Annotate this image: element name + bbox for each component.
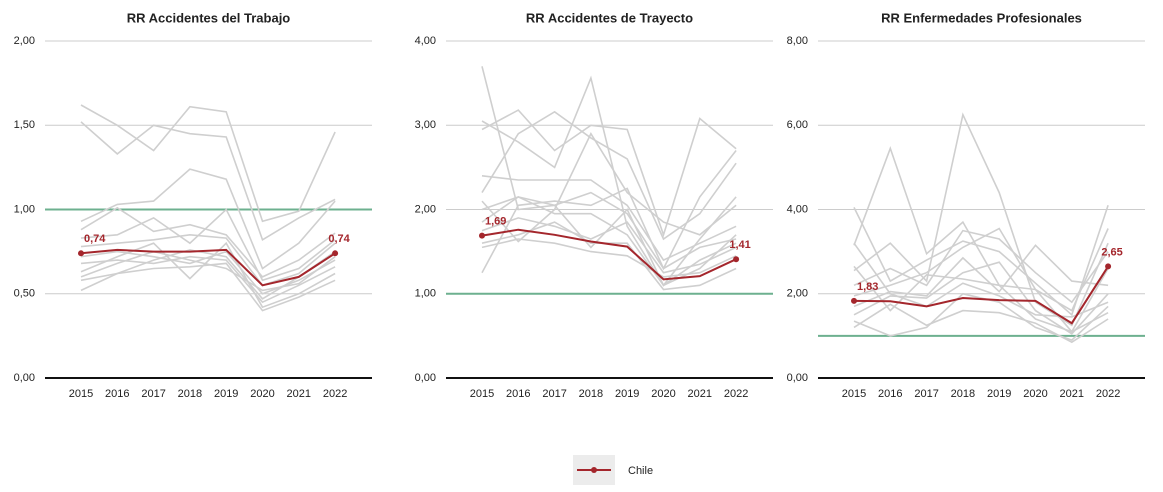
- x-tick-label: 2019: [615, 388, 639, 400]
- series-line: [853, 229, 1109, 304]
- y-tick-label: 4,00: [415, 35, 436, 47]
- series-line: [481, 217, 737, 274]
- x-tick-label: 2022: [724, 388, 748, 400]
- y-tick-label: 0,00: [787, 372, 808, 384]
- y-tick-label: 2,00: [415, 203, 436, 215]
- series-line: [80, 206, 336, 278]
- series-line: [80, 121, 336, 241]
- x-tick-label: 2018: [178, 388, 202, 400]
- y-tick-label: 1,00: [415, 288, 436, 300]
- series-line: [80, 249, 336, 300]
- x-tick-label: 2020: [1023, 388, 1047, 400]
- series-line: [481, 238, 737, 278]
- series-line: [853, 265, 1109, 333]
- value-label: 0,74: [328, 233, 350, 245]
- y-tick-label: 1,50: [14, 119, 35, 131]
- series-line: [481, 221, 737, 291]
- x-tick-label: 2015: [842, 388, 866, 400]
- x-tick-label: 2017: [542, 388, 566, 400]
- value-label: 1,41: [729, 239, 750, 251]
- y-tick-label: 6,00: [787, 119, 808, 131]
- x-tick-label: 2016: [105, 388, 129, 400]
- series-line: [853, 292, 1109, 342]
- series-line: [80, 250, 336, 295]
- x-tick-label: 2018: [579, 388, 603, 400]
- y-tick-label: 0,50: [14, 288, 35, 300]
- series-line: [481, 175, 737, 262]
- series-line: [481, 132, 737, 243]
- point: [1105, 263, 1112, 270]
- x-tick-label: 2021: [688, 388, 712, 400]
- value-label: 1,83: [857, 281, 878, 293]
- x-tick-label: 2016: [506, 388, 530, 400]
- chart-title: RR Accidentes del Trabajo: [127, 10, 291, 25]
- x-tick-label: 2019: [987, 388, 1011, 400]
- point: [851, 297, 857, 304]
- y-tick-label: 2,00: [787, 288, 808, 300]
- series-line: [80, 241, 336, 309]
- series-line: [853, 112, 1109, 327]
- point: [332, 250, 339, 257]
- value-label: 2,65: [1101, 246, 1122, 258]
- legend-label: Chile: [628, 465, 653, 477]
- series-line: [481, 66, 737, 287]
- series-line: [853, 244, 1109, 308]
- series-line: [80, 208, 336, 282]
- chart-title: RR Enfermedades Profesionales: [881, 10, 1082, 25]
- x-tick-label: 2020: [651, 388, 675, 400]
- x-tick-label: 2016: [878, 388, 902, 400]
- x-tick-label: 2015: [69, 388, 93, 400]
- series-line: [481, 195, 737, 287]
- series-line: [481, 110, 737, 241]
- highlight-line: [481, 228, 737, 281]
- point: [733, 256, 740, 263]
- series-line: [853, 303, 1109, 344]
- series-line: [853, 227, 1109, 334]
- x-tick-label: 2017: [141, 388, 165, 400]
- series-line: [481, 150, 737, 274]
- y-tick-label: 3,00: [415, 119, 436, 131]
- value-label: 0,74: [84, 233, 106, 245]
- x-tick-label: 2022: [1096, 388, 1120, 400]
- y-tick-label: 1,00: [14, 203, 35, 215]
- highlight-line: [80, 248, 336, 287]
- y-tick-label: 0,00: [415, 372, 436, 384]
- series-line: [853, 242, 1109, 318]
- series-line: [853, 146, 1109, 312]
- highlight-line: [853, 265, 1109, 325]
- series-line: [853, 205, 1109, 317]
- series-line: [481, 109, 737, 238]
- x-tick-label: 2015: [470, 388, 494, 400]
- series-line: [80, 233, 336, 287]
- series-line: [80, 168, 336, 270]
- y-tick-label: 4,00: [787, 203, 808, 215]
- x-tick-label: 2017: [914, 388, 938, 400]
- value-label: 1,69: [485, 216, 506, 228]
- y-tick-label: 8,00: [787, 35, 808, 47]
- x-tick-label: 2021: [1060, 388, 1084, 400]
- series-line: [80, 104, 336, 223]
- series-line: [481, 191, 737, 270]
- x-tick-label: 2018: [951, 388, 975, 400]
- series-line: [80, 250, 336, 292]
- x-tick-label: 2022: [323, 388, 347, 400]
- chart-title: RR Accidentes de Trayecto: [526, 10, 693, 25]
- x-tick-label: 2020: [250, 388, 274, 400]
- x-tick-label: 2021: [287, 388, 311, 400]
- y-tick-label: 2,00: [14, 35, 35, 47]
- legend-swatch-point: [591, 467, 597, 473]
- point: [479, 232, 485, 239]
- x-tick-label: 2019: [214, 388, 238, 400]
- y-tick-label: 0,00: [14, 372, 35, 384]
- point: [78, 250, 84, 257]
